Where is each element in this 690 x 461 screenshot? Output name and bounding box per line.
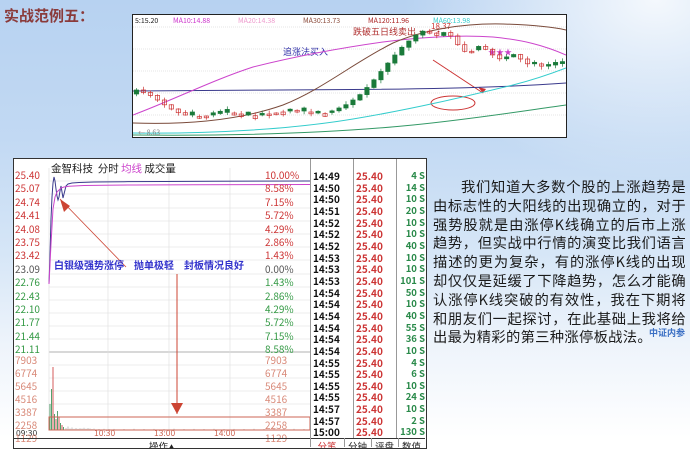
svg-text:MA20:14.38: MA20:14.38 <box>238 16 275 26</box>
svg-text:← 8.63: ← 8.63 <box>138 128 160 137</box>
svg-text:5:15.20: 5:15.20 <box>135 16 158 26</box>
svg-text:白银级强势涨停 抛单极轻 封板情况良好: 白银级强势涨停 抛单极轻 封板情况良好 <box>54 257 244 272</box>
svg-text:13:00: 13:00 <box>154 427 176 438</box>
svg-text:10:30: 10:30 <box>94 427 116 438</box>
svg-text:14:00: 14:00 <box>214 427 236 438</box>
svg-text:MA30:13.73: MA30:13.73 <box>303 16 340 26</box>
svg-text:MA10:14.88: MA10:14.88 <box>173 16 210 26</box>
svg-text:追涨法买入: 追涨法买入 <box>283 45 328 58</box>
